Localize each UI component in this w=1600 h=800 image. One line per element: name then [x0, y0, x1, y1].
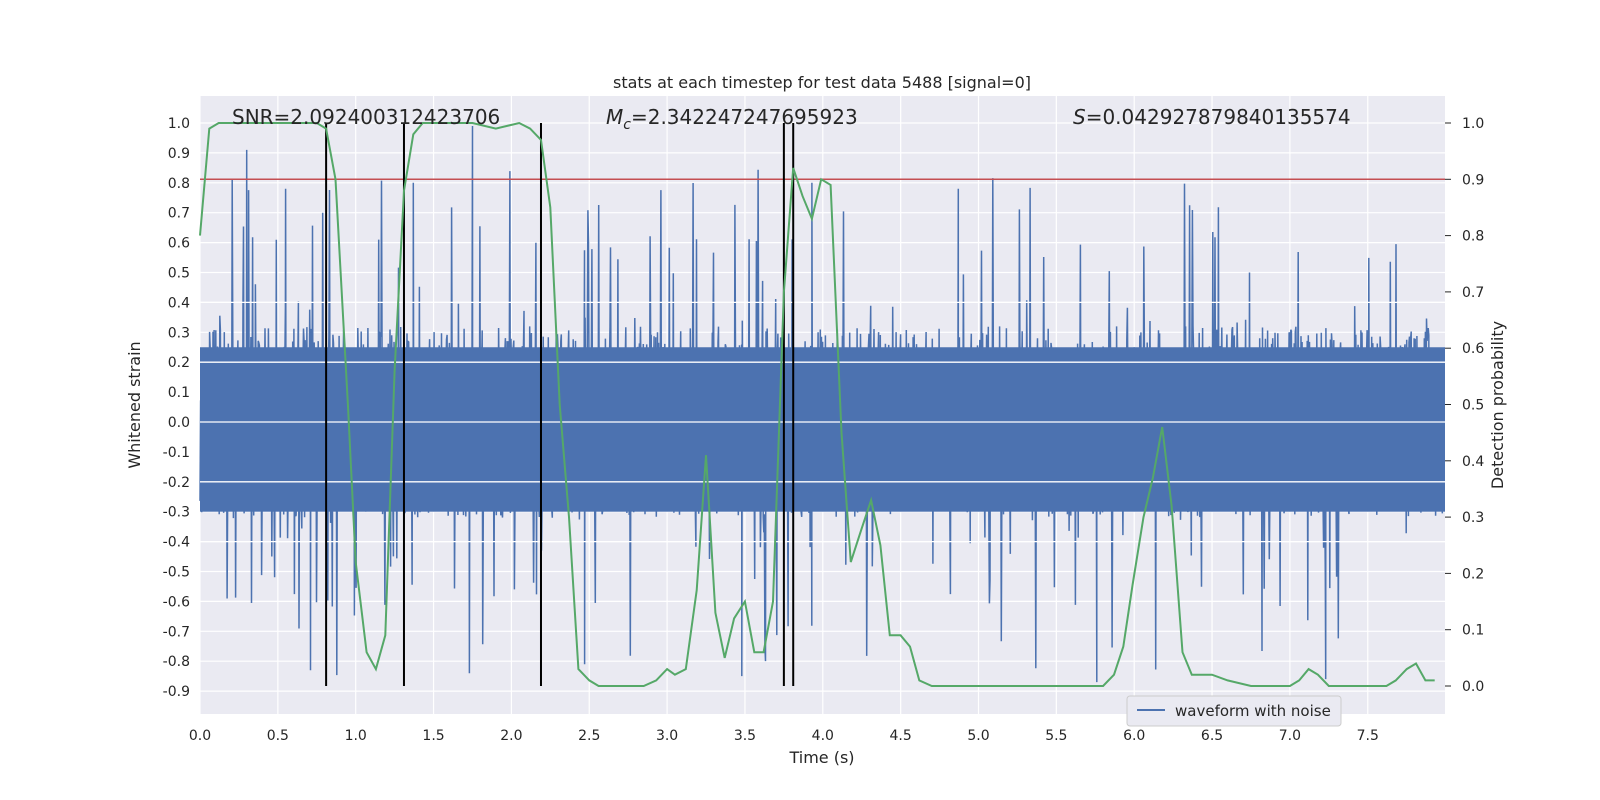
y-tick-label: -0.7 — [163, 624, 190, 640]
y-tick-label: -0.3 — [163, 505, 190, 521]
y-tick-label: 0.8 — [168, 176, 190, 192]
detection-probability-series — [199, 121, 1435, 687]
x-tick-label: 6.0 — [1123, 728, 1145, 744]
x-tick-label: 0.5 — [267, 728, 289, 744]
legend: waveform with noise — [1126, 695, 1342, 727]
x-tick-label: 4.5 — [890, 728, 912, 744]
x-tick-label: 3.5 — [734, 728, 756, 744]
right-y-tick-label: 0.2 — [1462, 566, 1484, 582]
x-tick-label: 5.0 — [967, 728, 989, 744]
x-tick-label: 1.0 — [345, 728, 367, 744]
mc-value: =2.342247247695923 — [631, 105, 858, 129]
right-y-tick-label: 0.5 — [1462, 398, 1484, 414]
s-symbol: S — [1073, 105, 1086, 129]
x-tick-label: 7.5 — [1357, 728, 1379, 744]
y-tick-label: -0.2 — [163, 475, 190, 491]
x-axis-label: Time (s) — [788, 748, 854, 767]
right-y-axis-ticks: 1.0 0.9 0.8 0.7 0.6 0.5 0.4 0.3 0.2 0.1 0.0 — [1445, 116, 1484, 695]
s-value: =0.042927879840135574 — [1086, 105, 1351, 129]
y-tick-label: -0.4 — [163, 535, 190, 551]
y-tick-label: 0.3 — [168, 325, 190, 341]
y-tick-label: -0.5 — [163, 565, 190, 581]
y-axis-label: Whitened strain — [125, 341, 144, 468]
right-y-tick-label: 0.4 — [1462, 454, 1484, 470]
right-y-tick-label: 0.6 — [1462, 341, 1484, 357]
x-tick-label: 3.0 — [656, 728, 678, 744]
y-tick-label: 0.6 — [168, 236, 190, 252]
detection-probability-line — [199, 121, 1435, 687]
y-axis-ticks: 1.0 0.9 0.8 0.7 0.6 0.5 0.4 0.3 0.2 0.1 0.0 -0.1 -0.… — [163, 116, 190, 700]
legend-label: waveform with noise — [1175, 702, 1331, 720]
right-y-axis-label: Detection probability — [1488, 321, 1507, 489]
vertical-markers — [325, 123, 795, 686]
x-tick-label: 6.5 — [1201, 728, 1223, 744]
y-tick-label: 0.1 — [168, 385, 190, 401]
right-y-tick-label: 0.3 — [1462, 510, 1484, 526]
x-tick-label: 2.0 — [500, 728, 522, 744]
y-tick-label: -0.8 — [163, 654, 190, 670]
x-tick-label: 4.0 — [812, 728, 834, 744]
y-tick-label: 0.5 — [168, 266, 190, 282]
right-y-tick-label: 0.8 — [1462, 229, 1484, 245]
snr-annotation: SNR=2.092400312423706 — [232, 105, 500, 129]
s-annotation: S=0.042927879840135574 — [1073, 105, 1351, 129]
y-tick-label: 0.2 — [168, 355, 190, 371]
waveform-with-noise-series — [199, 125, 1445, 683]
x-tick-label: 0.0 — [189, 728, 211, 744]
y-tick-label: 0.4 — [168, 295, 190, 311]
chart-title: stats at each timestep for test data 548… — [613, 73, 1031, 92]
y-tick-label: -0.1 — [163, 445, 190, 461]
right-y-tick-label: 0.7 — [1462, 285, 1484, 301]
right-y-tick-label: 1.0 — [1462, 116, 1484, 132]
mc-subscript: c — [623, 117, 631, 133]
right-y-tick-label: 0.0 — [1462, 679, 1484, 695]
x-axis-ticks: 0.0 0.5 1.0 1.5 2.0 2.5 3.0 3.5 4.0 4.5 5.0 5.5 6.0 6… — [189, 728, 1379, 744]
waveform-core-band — [200, 347, 1445, 512]
legend-box — [1126, 695, 1342, 727]
mc-annotation: Mc=2.342247247695923 — [606, 105, 858, 133]
y-tick-label: 1.0 — [168, 116, 190, 132]
y-tick-label: -0.6 — [163, 594, 190, 610]
y-tick-label: -0.9 — [163, 684, 190, 700]
x-tick-label: 1.5 — [422, 728, 444, 744]
y-tick-label: 0.0 — [168, 415, 190, 431]
y-tick-label: 0.9 — [168, 146, 190, 162]
x-tick-label: 2.5 — [578, 728, 600, 744]
right-y-tick-label: 0.1 — [1462, 623, 1484, 639]
x-tick-label: 7.0 — [1279, 728, 1301, 744]
mc-symbol: M — [606, 105, 623, 129]
waveform-overlay-lines — [200, 301, 1445, 543]
x-tick-label: 5.5 — [1045, 728, 1067, 744]
y-tick-label: 0.7 — [168, 206, 190, 222]
right-y-tick-label: 0.9 — [1462, 172, 1484, 188]
